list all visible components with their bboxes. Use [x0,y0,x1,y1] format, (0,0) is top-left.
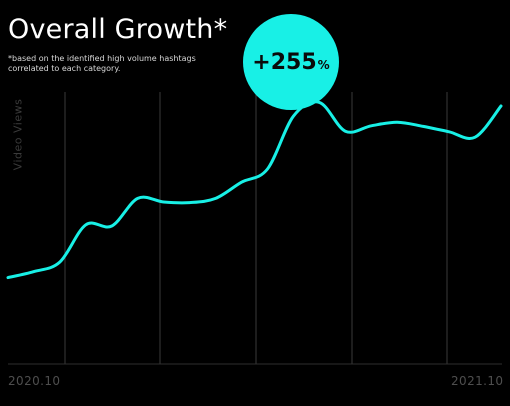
chart-title: Overall Growth* [8,14,228,45]
growth-annotation-value: +255 [252,49,317,75]
x-tick-start: 2020.10 [8,374,61,388]
series-line [6,100,503,280]
y-axis-label: Video Views [11,98,25,171]
growth-annotation-bubble: +255% [243,14,339,110]
growth-annotation-unit: % [317,57,330,72]
x-tick-end: 2021.10 [451,374,504,388]
chart-subtitle: *based on the identified high volume has… [8,54,196,73]
